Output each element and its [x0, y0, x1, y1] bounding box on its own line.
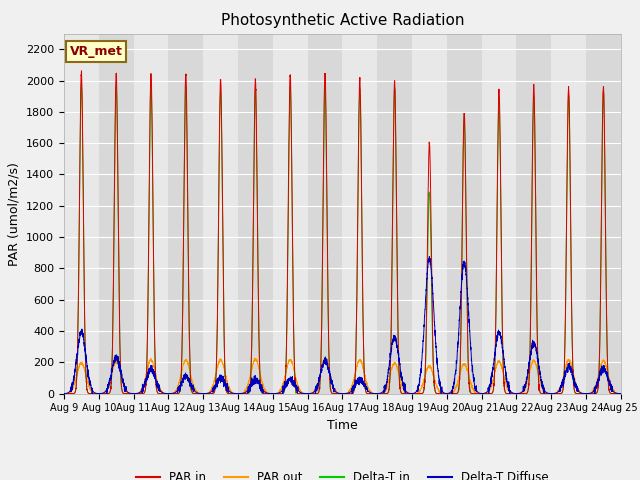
Bar [586, 34, 621, 394]
Legend: PAR in, PAR out, Delta-T in, Delta-T Diffuse: PAR in, PAR out, Delta-T in, Delta-T Dif… [131, 466, 554, 480]
Bar [99, 34, 134, 394]
Y-axis label: PAR (umol/m2/s): PAR (umol/m2/s) [8, 162, 20, 265]
Text: VR_met: VR_met [70, 45, 122, 58]
Bar [134, 34, 168, 394]
Bar [481, 34, 516, 394]
Bar [377, 34, 412, 394]
Bar [308, 34, 342, 394]
X-axis label: Time: Time [327, 419, 358, 432]
Bar [447, 34, 481, 394]
Title: Photosynthetic Active Radiation: Photosynthetic Active Radiation [221, 13, 464, 28]
Bar [551, 34, 586, 394]
Bar [516, 34, 551, 394]
Bar [204, 34, 238, 394]
Bar [64, 34, 99, 394]
Bar [273, 34, 308, 394]
Bar [412, 34, 447, 394]
Bar [238, 34, 273, 394]
Bar [342, 34, 377, 394]
Bar [168, 34, 204, 394]
